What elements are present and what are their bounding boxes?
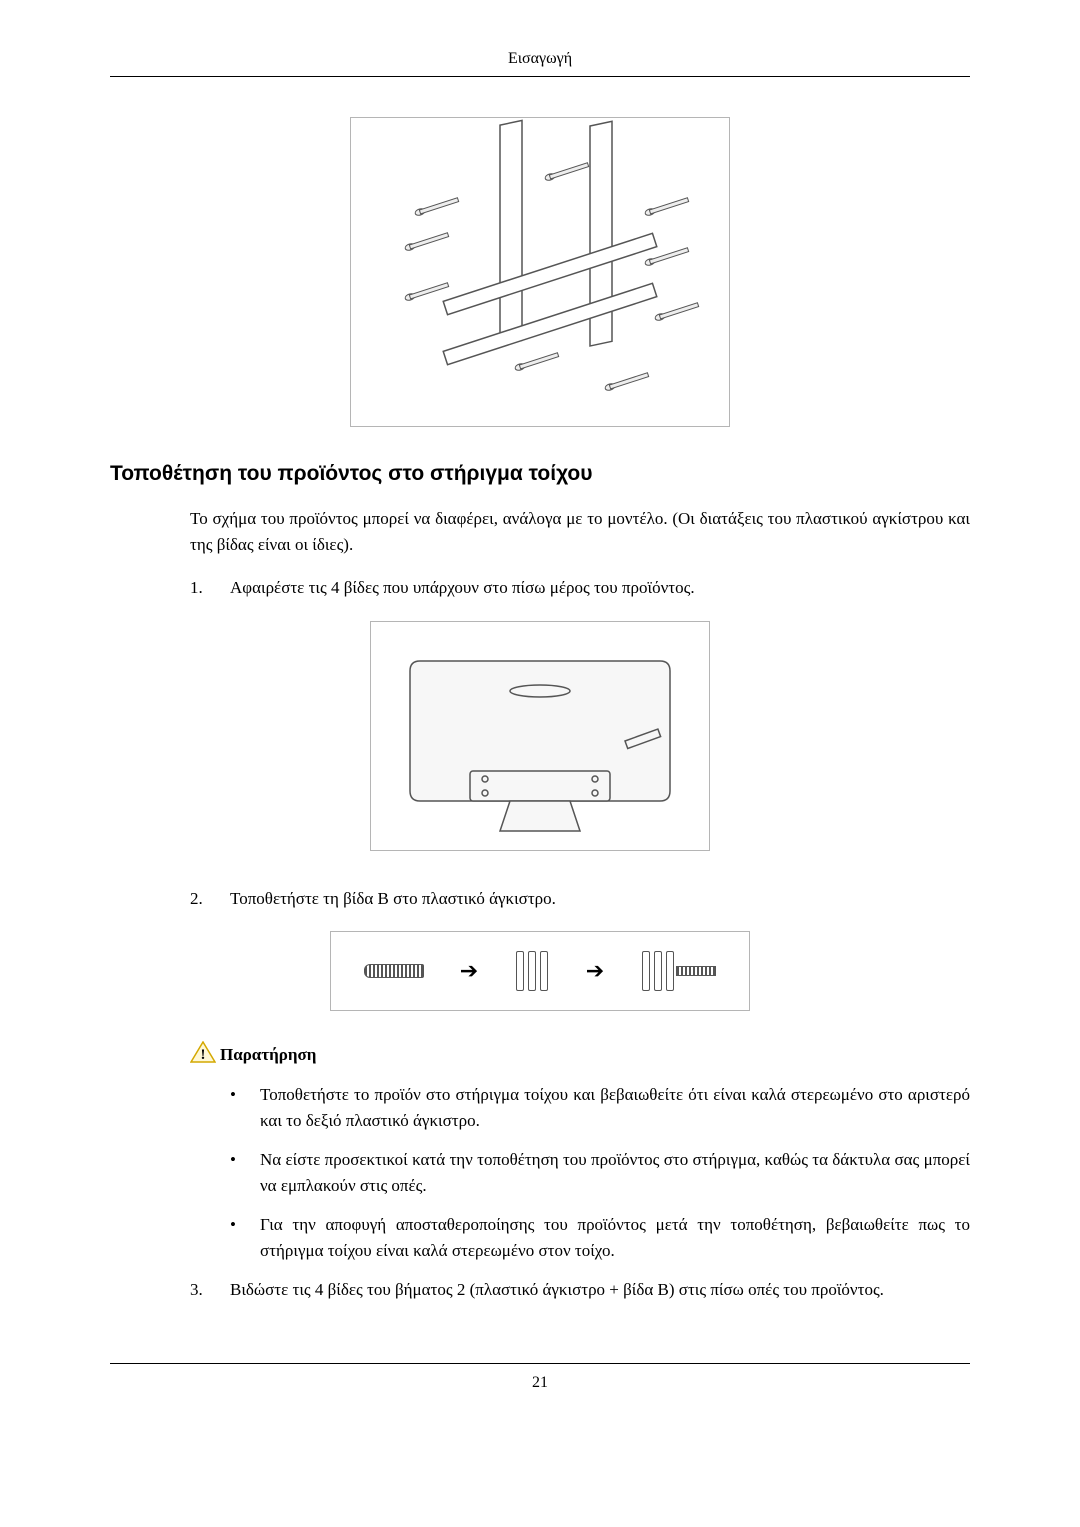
- wall-bracket-svg: [350, 117, 730, 427]
- bullet-icon: •: [230, 1147, 260, 1198]
- step-2-text: Τοποθετήστε τη βίδα B στο πλαστικό άγκισ…: [230, 886, 970, 912]
- arrow-icon: ➔: [586, 958, 604, 984]
- bullet-icon: •: [230, 1212, 260, 1263]
- figure-monitor-back: [110, 621, 970, 856]
- figure-wall-bracket-assembly: [110, 117, 970, 432]
- note-label: Παρατήρηση: [220, 1045, 316, 1065]
- bracket-with-screw-icon: [640, 949, 716, 993]
- bracket-icon: [514, 949, 550, 993]
- note-bullet-3-text: Για την αποφυγή αποσταθεροποίησης του πρ…: [260, 1212, 970, 1263]
- arrow-icon: ➔: [460, 958, 478, 984]
- step-1-text: Αφαιρέστε τις 4 βίδες που υπάρχουν στο π…: [230, 575, 970, 601]
- step-3-number: 3.: [190, 1277, 230, 1303]
- figure-screw-sequence: ➔ ➔: [110, 931, 970, 1011]
- note-heading: ! Παρατήρηση: [190, 1041, 970, 1068]
- header-text: Εισαγωγή: [508, 50, 572, 67]
- step-2-number: 2.: [190, 886, 230, 912]
- step-2: 2. Τοποθετήστε τη βίδα B στο πλαστικό άγ…: [190, 886, 970, 912]
- bullet-icon: •: [230, 1082, 260, 1133]
- note-bullet-2-text: Να είστε προσεκτικοί κατά την τοποθέτηση…: [260, 1147, 970, 1198]
- screw-icon: [364, 964, 424, 978]
- page-number: 21: [532, 1374, 548, 1391]
- section-title: Τοποθέτηση του προϊόντος στο στήριγμα το…: [110, 462, 970, 486]
- step-3: 3. Βιδώστε τις 4 βίδες του βήματος 2 (πλ…: [190, 1277, 970, 1303]
- step-3-text: Βιδώστε τις 4 βίδες του βήματος 2 (πλαστ…: [230, 1277, 970, 1303]
- note-bullet-1: • Τοποθετήστε το προϊόν στο στήριγμα τοί…: [230, 1082, 970, 1133]
- page-footer: 21: [110, 1363, 970, 1392]
- note-bullet-1-text: Τοποθετήστε το προϊόν στο στήριγμα τοίχο…: [260, 1082, 970, 1133]
- note-bullet-3: • Για την αποφυγή αποσταθεροποίησης του …: [230, 1212, 970, 1263]
- warning-triangle-icon: !: [190, 1041, 216, 1068]
- step-1: 1. Αφαιρέστε τις 4 βίδες που υπάρχουν στ…: [190, 575, 970, 601]
- page-header: Εισαγωγή: [110, 50, 970, 77]
- screw-sequence-box: ➔ ➔: [330, 931, 750, 1011]
- step-1-number: 1.: [190, 575, 230, 601]
- note-bullet-2: • Να είστε προσεκτικοί κατά την τοποθέτη…: [230, 1147, 970, 1198]
- svg-text:!: !: [201, 1047, 206, 1063]
- intro-paragraph: Το σχήμα του προϊόντος μπορεί να διαφέρε…: [190, 506, 970, 557]
- monitor-back-svg: [370, 621, 710, 851]
